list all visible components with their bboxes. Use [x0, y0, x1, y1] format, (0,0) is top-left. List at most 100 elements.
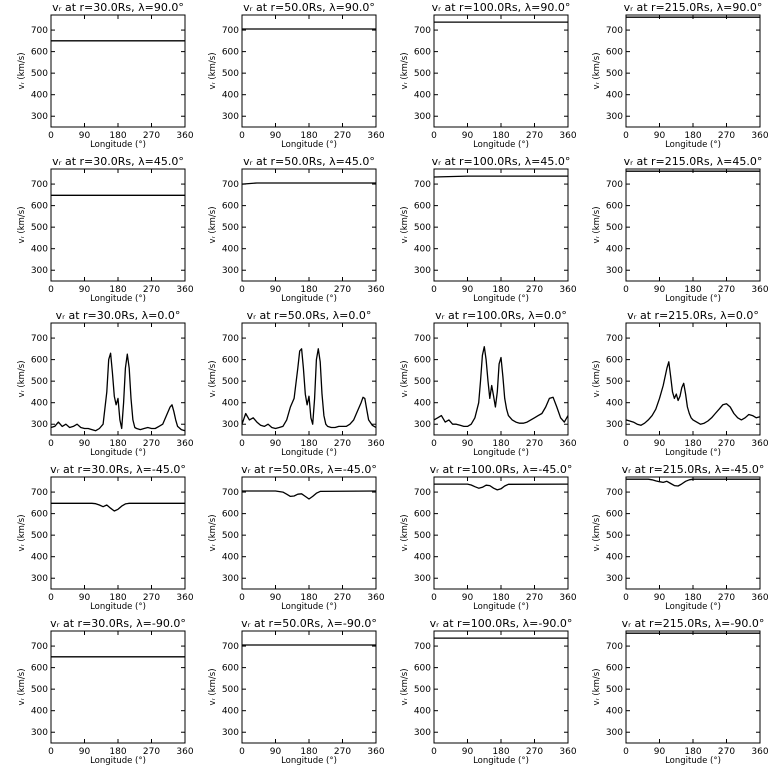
- x-tick-label: 0: [239, 747, 245, 757]
- x-tick-label: 0: [48, 747, 54, 757]
- panel-title: vᵣ at r=100.0Rs, λ=-90.0°: [430, 617, 573, 630]
- x-tick-label: 180: [109, 747, 126, 757]
- x-tick-label: 180: [492, 131, 509, 141]
- y-tick-label: 300: [222, 420, 239, 430]
- series-line: [434, 483, 569, 491]
- x-axis-label: Longitude (°): [473, 294, 529, 304]
- y-tick-label: 700: [414, 334, 431, 344]
- x-tick-label: 90: [79, 747, 91, 757]
- panel: vᵣ at r=30.0Rs, λ=-45.0° 0 90 180 270 360 300 4…: [17, 463, 194, 612]
- x-tick-label: 360: [367, 747, 384, 757]
- x-tick-label: 270: [718, 593, 735, 603]
- y-axis-label: vᵣ (km/s): [400, 668, 410, 705]
- x-tick-label: 360: [176, 747, 193, 757]
- x-axis-label: Longitude (°): [90, 294, 146, 304]
- y-axis-label: vᵣ (km/s): [208, 668, 218, 705]
- y-tick-label: 600: [31, 510, 48, 520]
- panel-title: vᵣ at r=100.0Rs, λ=45.0°: [432, 155, 571, 168]
- y-tick-label: 700: [222, 642, 239, 652]
- x-tick-label: 0: [431, 131, 437, 141]
- x-tick-label: 0: [48, 593, 54, 603]
- x-tick-label: 0: [239, 285, 245, 295]
- y-tick-label: 600: [222, 510, 239, 520]
- plot-frame: [241, 322, 377, 436]
- y-tick-label: 500: [606, 223, 623, 233]
- y-tick-label: 500: [606, 69, 623, 79]
- x-axis-label: Longitude (°): [281, 756, 337, 766]
- y-tick-label: 400: [414, 245, 431, 255]
- y-tick-label: 600: [222, 202, 239, 212]
- y-tick-label: 400: [414, 91, 431, 101]
- x-tick-label: 90: [654, 131, 666, 141]
- y-axis-label: vᵣ (km/s): [17, 514, 27, 551]
- panel-title: vᵣ at r=215.0Rs, λ=-90.0°: [622, 617, 765, 630]
- x-axis-label: Longitude (°): [665, 140, 721, 150]
- panel: vᵣ at r=50.0Rs, λ=-90.0° 0 90 180 270 360 300 4…: [208, 617, 385, 766]
- y-tick-label: 300: [31, 420, 48, 430]
- x-axis-label: Longitude (°): [90, 756, 146, 766]
- y-tick-label: 400: [31, 245, 48, 255]
- x-tick-label: 180: [492, 285, 509, 295]
- y-tick-label: 500: [606, 685, 623, 695]
- panel-title: vᵣ at r=215.0Rs, λ=-45.0°: [622, 463, 765, 476]
- x-axis-label: Longitude (°): [90, 448, 146, 458]
- x-tick-label: 180: [300, 747, 317, 757]
- y-tick-label: 600: [414, 510, 431, 520]
- x-tick-label: 270: [143, 439, 160, 449]
- panel: vᵣ at r=215.0Rs, λ=45.0° 0 90 180 270 360 300 4…: [592, 155, 768, 304]
- y-tick-label: 600: [31, 664, 48, 674]
- y-axis-label: vᵣ (km/s): [208, 52, 218, 89]
- y-tick-label: 700: [31, 180, 48, 190]
- y-tick-label: 600: [222, 664, 239, 674]
- y-tick-label: 500: [606, 377, 623, 387]
- series-line: [241, 348, 377, 430]
- y-axis-label: vᵣ (km/s): [400, 206, 410, 243]
- panel-title: vᵣ at r=100.0Rs, λ=0.0°: [435, 309, 567, 322]
- y-tick-label: 300: [222, 266, 239, 276]
- y-tick-label: 500: [222, 377, 239, 387]
- x-tick-label: 180: [109, 131, 126, 141]
- y-tick-label: 500: [414, 377, 431, 387]
- y-tick-label: 700: [222, 488, 239, 498]
- plot-frame: [625, 476, 761, 590]
- series-line: [626, 478, 760, 487]
- panel-title: vᵣ at r=50.0Rs, λ=45.0°: [243, 155, 375, 168]
- panel-title: vᵣ at r=50.0Rs, λ=0.0°: [247, 309, 372, 322]
- panel: vᵣ at r=215.0Rs, λ=-45.0° 0 90 180 270 360 300…: [592, 463, 768, 612]
- y-tick-label: 500: [31, 69, 48, 79]
- y-tick-label: 400: [31, 91, 48, 101]
- y-tick-label: 400: [222, 399, 239, 409]
- plot-frame: [50, 168, 186, 282]
- panel: vᵣ at r=100.0Rs, λ=45.0° 0 90 180 270 360 300 4…: [400, 155, 577, 304]
- x-tick-label: 360: [751, 439, 768, 449]
- x-tick-label: 90: [654, 285, 666, 295]
- panel-title: vᵣ at r=100.0Rs, λ=90.0°: [432, 1, 571, 14]
- y-tick-label: 500: [222, 531, 239, 541]
- y-tick-label: 400: [606, 707, 623, 717]
- x-tick-label: 0: [623, 285, 629, 295]
- panel: vᵣ at r=30.0Rs, λ=90.0° 0 90 180 270 360 300 40…: [17, 1, 194, 150]
- x-tick-label: 0: [431, 593, 437, 603]
- x-tick-label: 360: [176, 285, 193, 295]
- y-tick-label: 400: [31, 707, 48, 717]
- plot-frame: [625, 14, 761, 128]
- y-tick-label: 600: [414, 356, 431, 366]
- x-tick-label: 270: [143, 747, 160, 757]
- y-axis-label: vᵣ (km/s): [208, 360, 218, 397]
- y-tick-label: 400: [606, 399, 623, 409]
- x-tick-label: 270: [334, 285, 351, 295]
- panel: vᵣ at r=100.0Rs, λ=-45.0° 0 90 180 270 360 300…: [400, 463, 577, 612]
- x-tick-label: 270: [526, 747, 543, 757]
- x-tick-label: 0: [623, 747, 629, 757]
- x-tick-label: 270: [334, 747, 351, 757]
- y-tick-label: 300: [606, 420, 623, 430]
- y-tick-label: 500: [222, 685, 239, 695]
- y-tick-label: 600: [31, 202, 48, 212]
- y-tick-label: 500: [222, 223, 239, 233]
- y-tick-label: 300: [414, 266, 431, 276]
- series-line: [625, 361, 761, 426]
- x-tick-label: 270: [143, 285, 160, 295]
- x-axis-label: Longitude (°): [281, 602, 337, 612]
- y-tick-label: 700: [222, 334, 239, 344]
- y-tick-label: 400: [414, 399, 431, 409]
